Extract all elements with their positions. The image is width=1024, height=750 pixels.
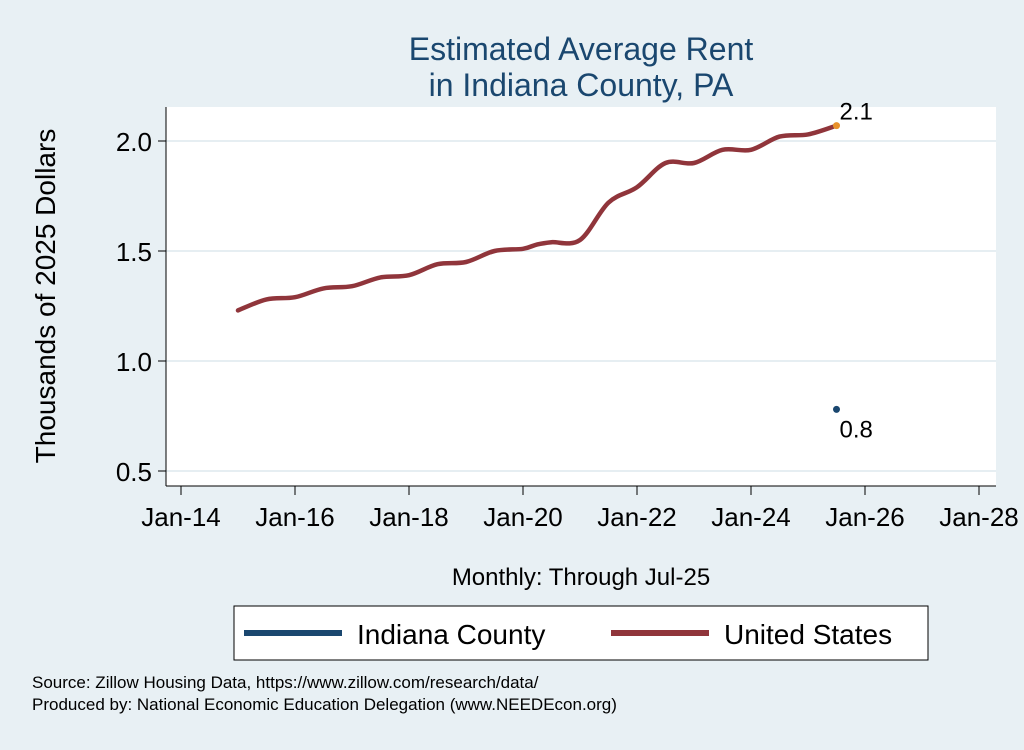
x-tick-label: Jan-26 — [825, 502, 905, 532]
legend: Indiana County United States — [233, 605, 929, 661]
x-tick-label: Jan-16 — [255, 502, 335, 532]
grid-lines — [166, 140, 996, 472]
x-tick-label: Jan-18 — [369, 502, 449, 532]
chart-title-line-1: Estimated Average Rent — [409, 31, 754, 67]
end-label-indiana-county: 0.8 — [840, 416, 873, 443]
x-tick-label: Jan-24 — [711, 502, 791, 532]
legend-box — [233, 605, 929, 661]
end-label-united-states: 2.1 — [840, 99, 873, 126]
y-tick-label: 1.5 — [116, 237, 152, 267]
legend-label-indiana-county: Indiana County — [357, 619, 545, 650]
x-tick-label: Jan-28 — [939, 502, 1019, 532]
end-point-united-states — [833, 122, 840, 130]
x-tick-label: Jan-22 — [597, 502, 677, 532]
series-lines — [235, 122, 840, 413]
axes: 0.5 1.0 1.5 2.0 Jan-14 Jan-16 Jan-18 Jan-20 Jan-… — [116, 107, 1019, 532]
x-tick-label: Jan-20 — [483, 502, 563, 532]
x-axis-label: Monthly: Through Jul-25 — [452, 564, 710, 591]
legend-label-united-states: United States — [724, 619, 892, 650]
y-axis-label: Thousands of 2025 Dollars — [30, 129, 61, 464]
source-note: Source: Zillow Housing Data, https://www… — [32, 673, 539, 692]
series-line-united-states — [235, 123, 839, 313]
produced-by-note: Produced by: National Economic Education… — [32, 695, 617, 714]
chart-title-line-2: in Indiana County, PA — [429, 67, 734, 103]
y-tick-label: 2.0 — [116, 127, 152, 157]
end-point-indiana-county — [833, 405, 840, 413]
y-tick-label: 0.5 — [116, 457, 152, 487]
end-labels: 0.8 2.1 — [840, 99, 873, 444]
y-tick-label: 1.0 — [116, 347, 152, 377]
x-tick-label: Jan-14 — [141, 502, 221, 532]
